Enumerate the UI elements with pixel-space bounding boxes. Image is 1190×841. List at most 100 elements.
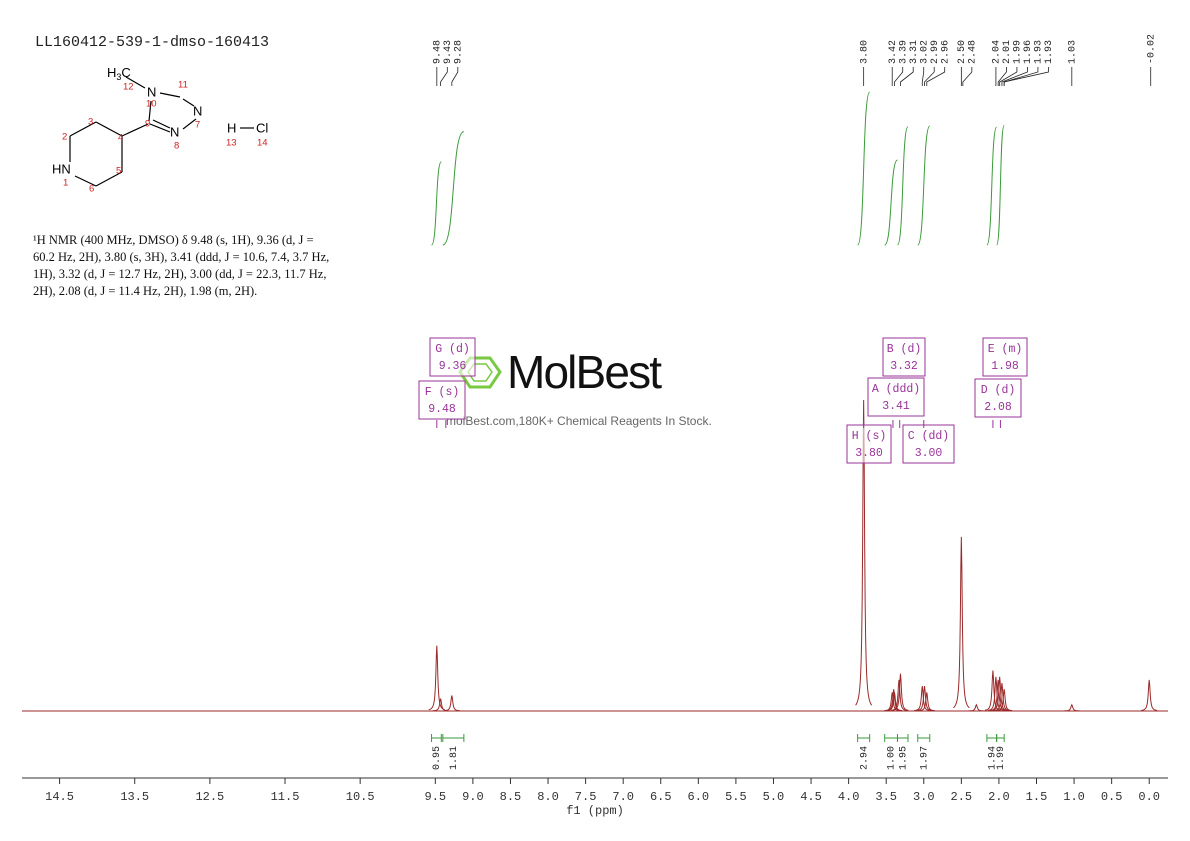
peak (918, 692, 935, 712)
x-tick-label: 3.5 (875, 790, 897, 804)
multiplet-name: H (s) (852, 430, 887, 443)
integral-curve (917, 125, 931, 246)
atom-label: HN (52, 161, 71, 176)
integral-curve (857, 91, 871, 246)
multiplet-name: G (d) (435, 343, 470, 356)
integral-bracket (917, 734, 931, 742)
peak-label: 9.43 (443, 40, 454, 64)
multiplet-name: E (m) (988, 343, 1023, 356)
bond (95, 171, 123, 187)
integral-label: 1.99 (996, 746, 1007, 770)
nmr-description: ¹H NMR (400 MHz, DMSO) δ 9.48 (s, 1H), 9… (33, 233, 330, 298)
integral-curve (896, 126, 909, 246)
peak-label-line (1001, 67, 1028, 86)
peak-label-line (900, 67, 914, 86)
multiplet-shift: 3.80 (855, 447, 883, 460)
x-tick-label: 12.5 (195, 790, 224, 804)
multiplet-name: C (dd) (908, 430, 949, 443)
x-tick-label: 8.5 (500, 790, 522, 804)
multiplet-box (902, 424, 955, 464)
atom-number: 11 (178, 80, 188, 91)
atom-label: Cl (256, 120, 268, 135)
x-axis-label: f1 (ppm) (566, 804, 624, 818)
atom-number: 1 (63, 178, 68, 189)
x-tick-label: 4.0 (838, 790, 860, 804)
chart-title: LL160412-539-1-dmso-160413 (35, 34, 269, 51)
peak-label-line (997, 67, 1007, 86)
integral-bracket (986, 734, 998, 742)
peak-label-line (1003, 67, 1049, 86)
peak (443, 695, 460, 712)
multiplet-box (982, 337, 1028, 377)
peak-label: 3.31 (909, 40, 920, 64)
peak-label-line (440, 67, 448, 86)
x-tick-label: 7.5 (575, 790, 597, 804)
integral-label: 1.95 (898, 746, 909, 770)
integral-label: 1.94 (987, 746, 998, 770)
x-tick-label: 6.0 (688, 790, 710, 804)
x-tick-label: 0.0 (1138, 790, 1160, 804)
multiplet-shift: 3.32 (890, 360, 918, 373)
bond (182, 98, 195, 107)
peak-label-line (926, 67, 946, 86)
x-tick-label: 9.0 (462, 790, 484, 804)
peak-label-line (962, 67, 973, 86)
peak-label: 3.39 (898, 40, 909, 64)
integral-label: 2.94 (859, 746, 870, 770)
peak (428, 645, 445, 711)
peak-label: 2.96 (940, 40, 951, 64)
atom-label: H (107, 65, 116, 80)
peak (886, 692, 903, 712)
integral-label: 1.00 (887, 746, 898, 770)
x-tick-label: 1.5 (1026, 790, 1048, 804)
x-tick-label: 14.5 (45, 790, 74, 804)
atom-number: 3 (88, 117, 93, 128)
multiplet-box (882, 337, 926, 377)
atom-number: 13 (226, 138, 237, 149)
x-tick-label: 6.5 (650, 790, 672, 804)
peak (1141, 679, 1158, 711)
watermark-brand: MolBest (507, 346, 662, 398)
peak (1063, 703, 1080, 712)
peak-label: -0.02 (1146, 34, 1157, 64)
integral-label: 1.97 (919, 746, 930, 770)
peak-label-line (451, 67, 459, 86)
peak-label: 2.48 (967, 40, 978, 64)
bond (149, 123, 171, 133)
peak-label: 1.93 (1044, 40, 1055, 64)
multiplet-shift: 9.36 (439, 360, 467, 373)
atom-number: 5 (116, 166, 121, 177)
peak (996, 689, 1013, 712)
peak (968, 703, 985, 712)
peak-label: 1.96 (1023, 40, 1034, 64)
peak (855, 399, 873, 706)
multiplet-name: F (s) (425, 386, 460, 399)
x-tick-label: 4.5 (800, 790, 822, 804)
peak-label: 1.93 (1034, 40, 1045, 64)
bond (69, 121, 97, 137)
peak (892, 673, 909, 711)
atom-label: H (227, 120, 236, 135)
peak-label: 9.48 (432, 40, 443, 64)
peak-label: 2.04 (992, 40, 1003, 64)
peak (991, 676, 1008, 711)
peak-label-line (999, 67, 1018, 86)
peak-label: 3.80 (859, 40, 870, 64)
peak (993, 682, 1010, 711)
atom-label: 3 (116, 72, 121, 82)
x-tick-label: 3.0 (913, 790, 935, 804)
integral-curve (986, 126, 998, 246)
multiplet-shift: 3.41 (882, 400, 910, 413)
atom-label: C (121, 65, 130, 80)
x-tick-label: 8.0 (537, 790, 559, 804)
bond (125, 76, 146, 89)
bond (121, 123, 149, 137)
multiplet-name: B (d) (887, 343, 922, 356)
peak-label: 1.99 (1013, 40, 1024, 64)
peak-label: 2.01 (1002, 40, 1013, 64)
integral-label: 1.81 (449, 746, 460, 770)
integral-bracket (884, 734, 898, 742)
atom-label: H3C (107, 65, 131, 82)
